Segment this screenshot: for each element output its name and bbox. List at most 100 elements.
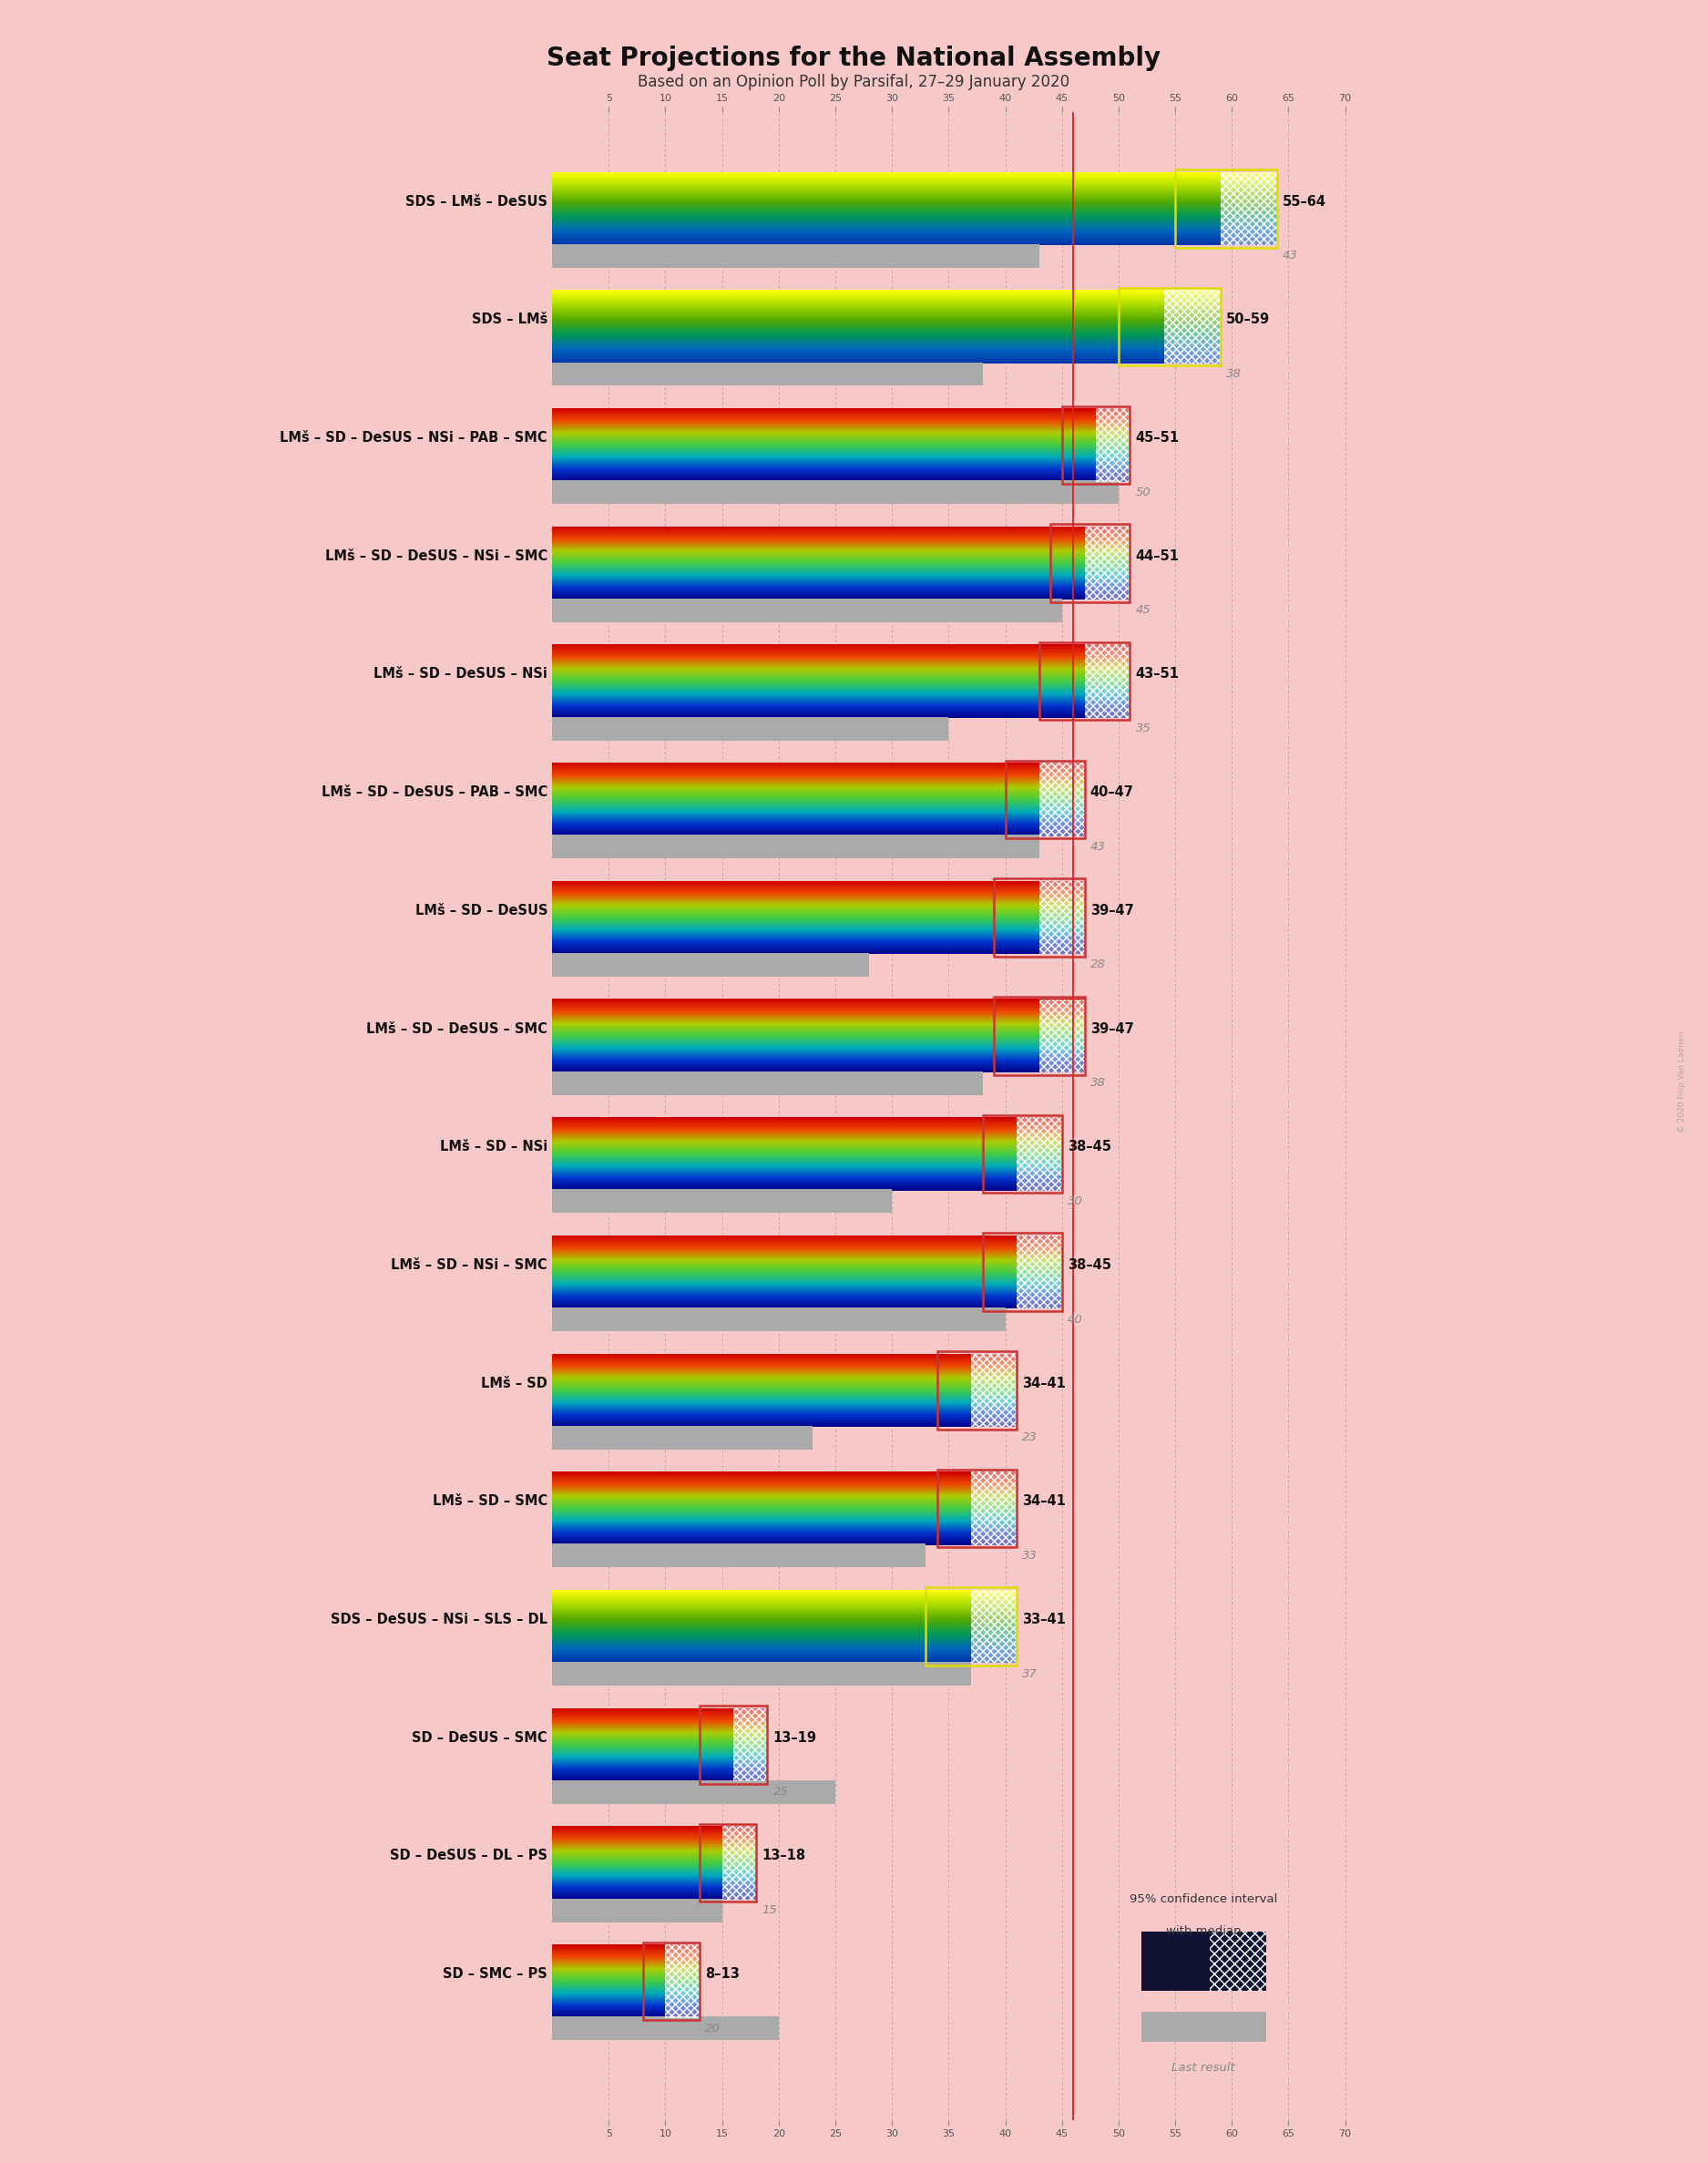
Bar	[1016, 1118, 1062, 1190]
Bar	[1141, 1932, 1209, 1990]
Bar	[1016, 1235, 1062, 1309]
Text: SD – DeSUS – SMC: SD – DeSUS – SMC	[412, 1730, 548, 1746]
Bar	[1221, 171, 1278, 244]
Text: LMš – SD – NSi: LMš – SD – NSi	[441, 1140, 548, 1153]
Bar	[552, 361, 982, 385]
Bar	[552, 954, 869, 978]
Text: LMš – SD – DeSUS – NSi – SMC: LMš – SD – DeSUS – NSi – SMC	[325, 549, 548, 562]
Bar	[666, 1945, 699, 2018]
Text: 45–51: 45–51	[1136, 430, 1179, 446]
Text: 13–19: 13–19	[774, 1730, 816, 1746]
Text: LMš – SD: LMš – SD	[482, 1376, 548, 1391]
Bar	[552, 1190, 892, 1213]
Text: 50: 50	[1136, 487, 1151, 497]
Text: SDS – LMš: SDS – LMš	[471, 314, 548, 327]
Bar	[1062, 407, 1129, 485]
Text: 43: 43	[1283, 251, 1298, 262]
Bar	[982, 1114, 1062, 1194]
Text: 35: 35	[1136, 722, 1151, 735]
Text: LMš – SD – SMC: LMš – SD – SMC	[432, 1495, 548, 1508]
Text: SDS – DeSUS – NSi – SLS – DL: SDS – DeSUS – NSi – SLS – DL	[331, 1614, 548, 1627]
Bar	[972, 1471, 1016, 1544]
Text: 28: 28	[1090, 958, 1105, 971]
Bar	[1097, 409, 1129, 482]
Bar	[1038, 999, 1085, 1073]
Text: SDS – LMš – DeSUS: SDS – LMš – DeSUS	[405, 195, 548, 208]
Bar	[1097, 409, 1129, 482]
Bar	[1175, 169, 1278, 247]
Text: Last result: Last result	[1172, 2061, 1235, 2074]
Bar	[1163, 290, 1221, 363]
Text: 40: 40	[1068, 1313, 1083, 1326]
Bar	[1038, 642, 1129, 720]
Bar	[1085, 526, 1129, 599]
Text: Based on an Opinion Poll by Parsifal, 27–29 January 2020: Based on an Opinion Poll by Parsifal, 27…	[639, 74, 1069, 91]
Text: 30: 30	[1068, 1196, 1083, 1207]
Bar	[1038, 764, 1085, 837]
Bar	[994, 878, 1085, 956]
Bar	[1038, 999, 1085, 1073]
Text: 34–41: 34–41	[1021, 1376, 1066, 1391]
Text: 45: 45	[1136, 603, 1151, 616]
Bar	[552, 1425, 813, 1449]
Text: 33–41: 33–41	[1021, 1614, 1066, 1627]
Bar	[733, 1709, 767, 1782]
Bar	[972, 1590, 1016, 1663]
Bar	[994, 997, 1085, 1075]
Bar	[642, 1942, 699, 2020]
Bar	[552, 1544, 926, 1568]
Bar	[1119, 288, 1221, 366]
Bar	[1050, 523, 1129, 601]
Bar	[552, 1071, 982, 1094]
Bar	[552, 480, 1119, 504]
Text: LMš – SD – DeSUS – NSi: LMš – SD – DeSUS – NSi	[374, 668, 548, 681]
Bar	[552, 1899, 722, 1923]
Text: 39–47: 39–47	[1090, 1021, 1134, 1036]
Text: 8–13: 8–13	[705, 1966, 740, 1981]
Text: 37: 37	[1021, 1668, 1037, 1681]
Text: 95% confidence interval: 95% confidence interval	[1129, 1893, 1278, 1906]
Bar	[552, 716, 948, 740]
Bar	[722, 1826, 757, 1899]
Bar	[1163, 290, 1221, 363]
Text: 23: 23	[1021, 1432, 1037, 1443]
Bar	[552, 599, 1062, 623]
Bar	[1016, 1118, 1062, 1190]
Bar	[552, 1309, 1006, 1330]
Bar	[1038, 880, 1085, 954]
Bar	[552, 244, 1038, 268]
Bar	[1209, 1932, 1266, 1990]
Text: 38: 38	[1090, 1077, 1105, 1088]
Bar	[722, 1826, 757, 1899]
Bar	[1085, 645, 1129, 718]
Bar	[972, 1471, 1016, 1544]
Text: 20: 20	[705, 2022, 721, 2033]
Text: 33: 33	[1021, 1549, 1037, 1562]
Bar	[1038, 764, 1085, 837]
Bar	[699, 1707, 767, 1784]
Text: 34–41: 34–41	[1021, 1495, 1066, 1508]
Bar	[972, 1590, 1016, 1663]
Text: 40–47: 40–47	[1090, 785, 1134, 798]
Bar	[552, 835, 1038, 859]
Text: LMš – SD – DeSUS – NSi – PAB – SMC: LMš – SD – DeSUS – NSi – PAB – SMC	[280, 430, 548, 446]
Text: 55–64: 55–64	[1283, 195, 1327, 208]
Text: 15: 15	[762, 1903, 777, 1916]
Text: with median: with median	[1167, 1925, 1242, 1938]
Bar	[666, 1945, 699, 2018]
Bar	[733, 1709, 767, 1782]
Bar	[972, 1354, 1016, 1428]
Bar	[1141, 2012, 1266, 2042]
Text: 44–51: 44–51	[1136, 549, 1179, 562]
Text: 38–45: 38–45	[1068, 1140, 1112, 1153]
Text: 38: 38	[1226, 368, 1242, 381]
Text: LMš – SD – DeSUS – PAB – SMC: LMš – SD – DeSUS – PAB – SMC	[321, 785, 548, 798]
Bar	[926, 1588, 1016, 1666]
Bar	[938, 1469, 1016, 1547]
Bar	[1038, 880, 1085, 954]
Text: 38–45: 38–45	[1068, 1259, 1112, 1272]
Bar	[1221, 171, 1278, 244]
Text: LMš – SD – DeSUS: LMš – SD – DeSUS	[415, 904, 548, 917]
Text: SD – SMC – PS: SD – SMC – PS	[442, 1966, 548, 1981]
Text: 43: 43	[1090, 841, 1105, 852]
